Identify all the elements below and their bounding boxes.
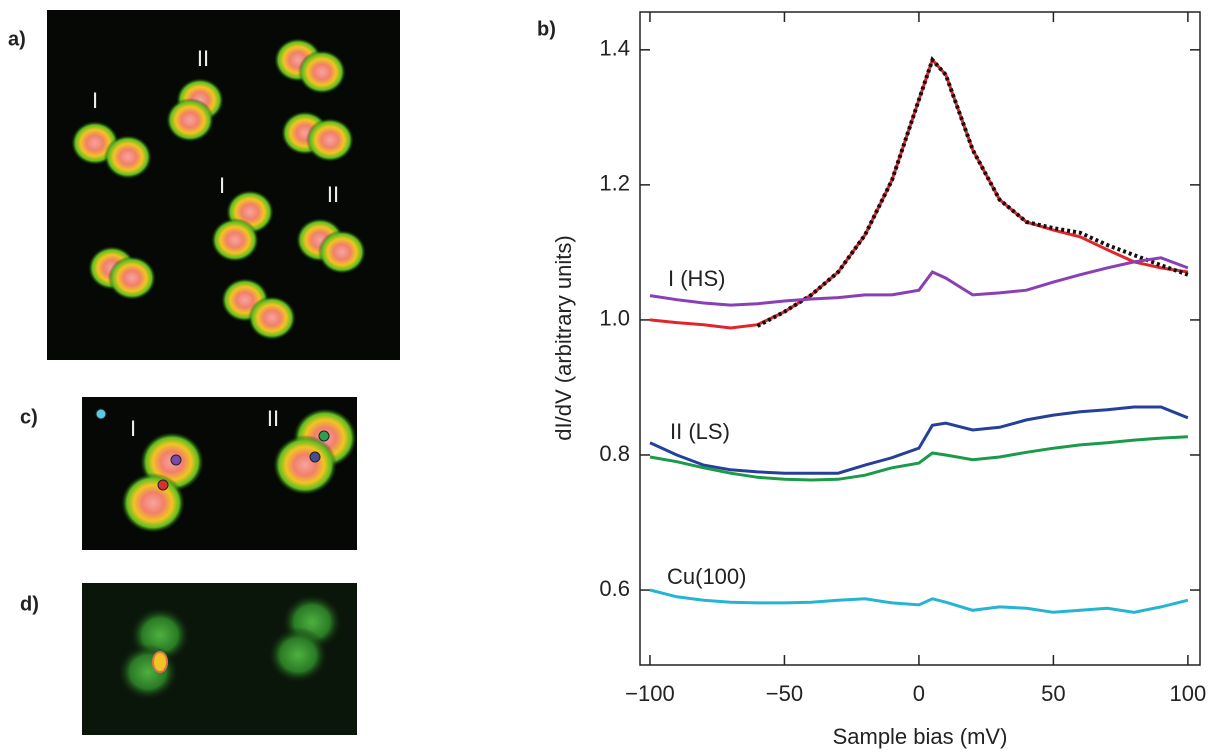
data-line — [649, 435, 1188, 482]
marker: II — [327, 182, 339, 207]
molecule-lobe — [121, 473, 185, 533]
panel-label: a) — [8, 28, 26, 50]
x-tick-label: 0 — [913, 681, 925, 706]
y-tick-label: 1.4 — [599, 36, 630, 61]
molecule-glow — [118, 644, 178, 700]
fit-line — [756, 56, 1189, 328]
marker: II — [267, 406, 279, 431]
molecule-lobe — [318, 230, 366, 274]
probe-point — [157, 479, 169, 491]
y-tick-label: 0.6 — [599, 576, 630, 601]
probe-point — [95, 408, 107, 420]
series-label: II (LS) — [670, 419, 730, 444]
x-axis-label: Sample bias (mV) — [833, 724, 1008, 749]
molecule-lobe — [211, 218, 259, 262]
probe-point — [170, 454, 182, 466]
probe-point — [309, 451, 321, 463]
molecule-lobe — [306, 118, 354, 162]
molecule-lobe — [104, 135, 152, 179]
molecule-lobe — [108, 256, 156, 300]
molecule-lobe — [166, 98, 214, 142]
series-label: I (HS) — [668, 266, 725, 291]
hot-spot — [152, 651, 168, 673]
molecule-lobe — [273, 435, 337, 495]
x-tick-label: −100 — [625, 681, 675, 706]
x-tick-label: 100 — [1170, 681, 1207, 706]
panel-label: c) — [20, 406, 38, 428]
plot-frame — [639, 11, 1201, 666]
marker: II — [197, 46, 209, 71]
y-tick-label: 0.8 — [599, 441, 630, 466]
y-tick-label: 1.2 — [599, 171, 630, 196]
x-tick-label: 50 — [1041, 681, 1065, 706]
probe-point — [318, 430, 330, 442]
data-line — [649, 588, 1189, 614]
molecule-lobe — [298, 50, 346, 94]
molecule-glow — [268, 627, 328, 683]
y-axis-label: dI/dV (arbitrary units) — [551, 235, 576, 440]
data-line — [649, 405, 1189, 475]
panel-label: b) — [537, 18, 556, 40]
molecule-lobe — [248, 296, 296, 340]
marker: I — [130, 416, 136, 441]
series-label: Cu(100) — [667, 564, 746, 589]
data-line — [649, 56, 1189, 330]
data-line — [649, 256, 1189, 307]
panel-label: d) — [20, 593, 39, 615]
marker: I — [92, 88, 98, 113]
blobs — [71, 38, 366, 700]
y-tick-label: 1.0 — [599, 306, 630, 331]
x-tick-label: −50 — [766, 681, 803, 706]
marker: I — [219, 173, 225, 198]
